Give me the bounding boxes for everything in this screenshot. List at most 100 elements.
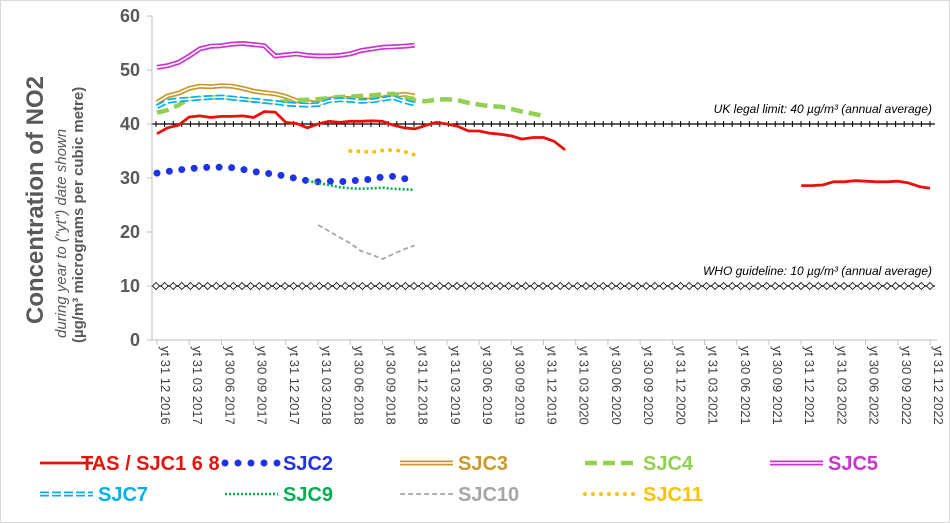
series-line-inner: [156, 42, 415, 69]
x-tick-label: yt 30 06 2017: [222, 346, 237, 425]
reference-marker: [720, 121, 727, 127]
legend-item: SJC7: [40, 484, 148, 506]
legend-label: SJC7: [98, 484, 148, 506]
reference-marker: [230, 121, 237, 127]
x-tick-label: yt 31 12 2021: [802, 346, 817, 425]
reference-marker: [212, 281, 221, 291]
reference-marker: [815, 121, 822, 127]
reference-marker: [169, 281, 178, 291]
series-sjc4: [156, 91, 544, 119]
x-tick-label: yt 30 06 2019: [480, 346, 495, 425]
x-tick-label: yt 31 03 2022: [834, 346, 849, 425]
x-tick-label: yt 31 12 2016: [158, 346, 173, 425]
reference-marker: [583, 121, 589, 127]
reference-marker: [884, 121, 890, 127]
reference-marker: [693, 281, 702, 291]
reference-marker: [565, 121, 572, 127]
reference-marker: [427, 281, 436, 291]
x-tick-label: yt 30 06 2020: [609, 346, 624, 425]
legend-label: SJC9: [283, 484, 333, 506]
reference-marker: [892, 121, 899, 127]
y-axis-title-main: Concentration of NO2: [22, 76, 49, 324]
reference-marker: [298, 281, 307, 291]
reference-marker: [203, 281, 212, 291]
reference-marker: [229, 281, 238, 291]
reference-marker: [461, 281, 470, 291]
reference-marker: [247, 121, 254, 127]
x-tick-label: yt 31 03 2020: [577, 346, 592, 425]
reference-marker: [504, 281, 513, 291]
reference-marker: [882, 281, 892, 291]
reference-marker: [213, 121, 220, 127]
y-axis-title: Concentration of NO2 during year to ("yt…: [22, 76, 87, 343]
reference-marker: [669, 121, 675, 127]
reference-marker: [624, 281, 634, 291]
reference-marker: [608, 121, 615, 127]
reference-marker: [574, 121, 581, 127]
legend-item: SJC10: [400, 484, 519, 506]
reference-marker: [729, 121, 736, 127]
x-tick-label: yt 30 09 2020: [641, 346, 656, 425]
reference-marker: [479, 121, 486, 127]
reference-marker: [418, 281, 427, 291]
reference-marker: [375, 281, 384, 291]
reference-marker: [548, 121, 555, 127]
y-tick-label: 40: [120, 114, 140, 134]
reference-marker: [875, 121, 882, 127]
reference-marker: [831, 281, 840, 291]
x-tick-label: yt 31 03 2021: [706, 346, 721, 425]
series-sjc11: [348, 147, 417, 157]
y-tick-label: 20: [120, 222, 140, 242]
reference-marker: [659, 281, 668, 291]
reference-marker: [273, 121, 280, 127]
reference-marker: [823, 121, 830, 127]
reference-marker: [514, 121, 521, 127]
reference-marker: [540, 121, 546, 127]
reference-marker: [901, 121, 908, 127]
y-tick-label: 0: [130, 330, 140, 350]
legend: TAS / SJC1 6 8 SJC2 SJC3 SJC4 SJC5 SJC7 SJC9 SJ…: [40, 453, 878, 506]
reference-marker: [917, 281, 926, 291]
x-tick-label: yt 31 12 2019: [545, 346, 560, 425]
reference-marker: [256, 121, 263, 127]
reference-marker: [858, 121, 865, 127]
reference-marker: [358, 281, 367, 291]
reference-marker: [746, 121, 753, 127]
x-axis-ticks: yt 31 12 2016 yt 31 03 2017 yt 30 06 2017 y…: [156, 340, 946, 425]
legend-item: SJC3: [400, 453, 508, 475]
reference-marker: [196, 121, 202, 127]
x-tick-label: yt 31 03 2017: [190, 346, 205, 425]
reference-marker: [600, 121, 607, 127]
reference-marker: [676, 281, 685, 291]
reference-marker: [703, 121, 710, 127]
x-tick-label: yt 30 06 2021: [738, 346, 753, 425]
reference-marker: [762, 281, 771, 291]
reference-marker: [719, 281, 728, 291]
reference-marker: [513, 281, 522, 291]
x-tick-label: yt 31 03 2018: [319, 346, 334, 425]
reference-marker: [573, 281, 582, 291]
reference-marker: [763, 121, 770, 127]
reference-marker: [547, 281, 556, 291]
reference-marker: [685, 281, 694, 291]
reference-marker: [909, 121, 916, 127]
reference-marker: [581, 281, 591, 291]
reference-marker: [349, 281, 358, 291]
reference-marker: [737, 121, 744, 127]
reference-marker: [177, 281, 186, 291]
reference-marker: [264, 121, 271, 127]
legend-item: TAS / SJC1 6 8: [40, 453, 220, 475]
reference-marker: [590, 281, 599, 291]
legend-item: SJC11: [583, 484, 703, 506]
series-line: [307, 179, 415, 192]
reference-marker: [788, 281, 797, 291]
reference-marker: [667, 281, 677, 291]
reference-marker: [796, 281, 806, 291]
reference-marker: [650, 281, 659, 291]
x-tick-label: yt 31 12 2022: [931, 346, 946, 425]
reference-marker: [452, 281, 462, 291]
legend-item: SJC9: [225, 484, 333, 506]
reference-marker: [497, 121, 503, 127]
reference-marker: [918, 121, 925, 127]
